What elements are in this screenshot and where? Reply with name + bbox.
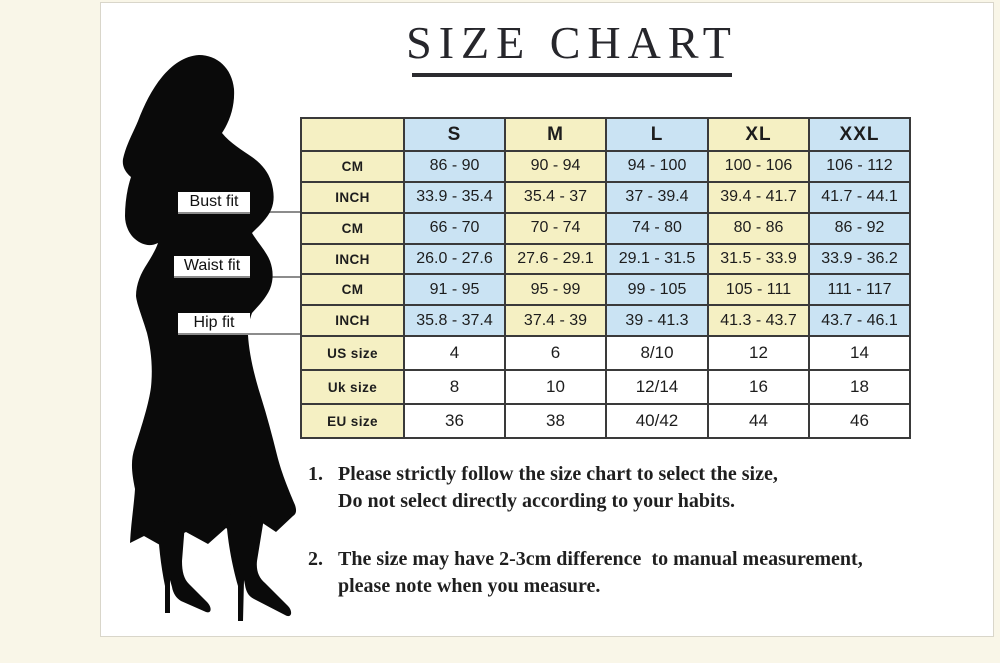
measurement-cell: 80 - 86 [707,211,810,245]
silhouette-left-leg-heel [158,521,211,613]
size-cell: 4 [403,335,506,372]
measurement-cell: 90 - 94 [504,150,607,183]
measurement-cell: 35.4 - 37 [504,180,607,214]
size-cell: 36 [403,403,506,439]
size-cell: 14 [808,335,911,372]
measurement-cell: 66 - 70 [403,211,506,245]
size-cell: 12/14 [605,369,709,406]
measurement-cell: 86 - 90 [403,150,506,183]
column-header-xl: XL [707,117,810,152]
measurement-cell: 86 - 92 [808,211,911,245]
size-cell: 8 [403,369,506,406]
title-block: SIZE CHART [404,16,740,77]
note-text: Please strictly follow the size chart to… [338,463,778,512]
silhouette-right-leg-heel [226,514,292,621]
waist-fit-label: Waist fit [174,256,250,278]
hip-cm-row: CM 91 - 95 95 - 99 99 - 105 105 - 111 11… [300,273,911,307]
measurement-cell: 35.8 - 37.4 [403,304,506,338]
measurement-cell: 99 - 105 [605,273,709,307]
size-cell: 12 [707,335,810,372]
row-label: INCH [300,180,405,214]
silhouette-body [122,55,297,545]
measurement-cell: 91 - 95 [403,273,506,307]
measurement-cell: 70 - 74 [504,211,607,245]
title-underline [412,73,732,77]
size-cell: 44 [707,403,810,439]
measurement-cell: 29.1 - 31.5 [605,242,709,276]
size-cell: 18 [808,369,911,406]
size-header-row: S M L XL XXL [300,117,911,152]
column-header-s: S [403,117,506,152]
column-header-xxl: XXL [808,117,911,152]
measurement-cell: 106 - 112 [808,150,911,183]
size-cell: 16 [707,369,810,406]
note-2: 2. The size may have 2-3cm difference to… [308,546,968,600]
page-title: SIZE CHART [406,17,738,68]
column-header-l: L [605,117,709,152]
measurement-cell: 39.4 - 41.7 [707,180,810,214]
measurement-cell: 43.7 - 46.1 [808,304,911,338]
waist-inch-row: INCH 26.0 - 27.6 27.6 - 29.1 29.1 - 31.5… [300,242,911,276]
row-label: Uk size [300,369,405,406]
waist-cm-row: CM 66 - 70 70 - 74 74 - 80 80 - 86 86 - … [300,211,911,245]
measurement-cell: 95 - 99 [504,273,607,307]
measurement-cell: 33.9 - 36.2 [808,242,911,276]
row-label: CM [300,150,405,183]
measurement-cell: 26.0 - 27.6 [403,242,506,276]
measurement-cell: 33.9 - 35.4 [403,180,506,214]
measurement-cell: 41.3 - 43.7 [707,304,810,338]
row-label: CM [300,273,405,307]
size-chart-table: S M L XL XXL CM 86 - 90 90 - 94 94 - 100… [300,117,911,439]
bust-cm-row: CM 86 - 90 90 - 94 94 - 100 100 - 106 10… [300,150,911,183]
measurement-cell: 100 - 106 [707,150,810,183]
hip-inch-row: INCH 35.8 - 37.4 37.4 - 39 39 - 41.3 41.… [300,304,911,338]
size-cell: 6 [504,335,607,372]
measurement-cell: 105 - 111 [707,273,810,307]
measurement-cell: 94 - 100 [605,150,709,183]
measurement-cell: 41.7 - 44.1 [808,180,911,214]
measurement-cell: 111 - 117 [808,273,911,307]
row-label: INCH [300,304,405,338]
measurement-cell: 39 - 41.3 [605,304,709,338]
us-size-row: US size 4 6 8/10 12 14 [300,335,911,372]
note-text: The size may have 2-3cm difference to ma… [338,548,863,597]
size-cell: 38 [504,403,607,439]
measurement-cell: 37 - 39.4 [605,180,709,214]
woman-silhouette-figure [122,55,297,621]
eu-size-row: EU size 36 38 40/42 44 46 [300,403,911,439]
note-number: 1. [308,463,323,485]
hip-fit-label: Hip fit [178,313,250,335]
row-label: US size [300,335,405,372]
row-label: CM [300,211,405,245]
note-1: 1. Please strictly follow the size chart… [308,461,968,515]
column-header-m: M [504,117,607,152]
measurement-cell: 27.6 - 29.1 [504,242,607,276]
measurement-cell: 31.5 - 33.9 [707,242,810,276]
size-cell: 46 [808,403,911,439]
bust-fit-label: Bust fit [178,192,250,214]
uk-size-row: Uk size 8 10 12/14 16 18 [300,369,911,406]
measurement-cell: 74 - 80 [605,211,709,245]
row-label: INCH [300,242,405,276]
size-cell: 8/10 [605,335,709,372]
bust-inch-row: INCH 33.9 - 35.4 35.4 - 37 37 - 39.4 39.… [300,180,911,214]
size-cell: 40/42 [605,403,709,439]
row-label: EU size [300,403,405,439]
size-cell: 10 [504,369,607,406]
measurement-cell: 37.4 - 39 [504,304,607,338]
corner-cell [300,117,405,152]
note-number: 2. [308,548,323,570]
